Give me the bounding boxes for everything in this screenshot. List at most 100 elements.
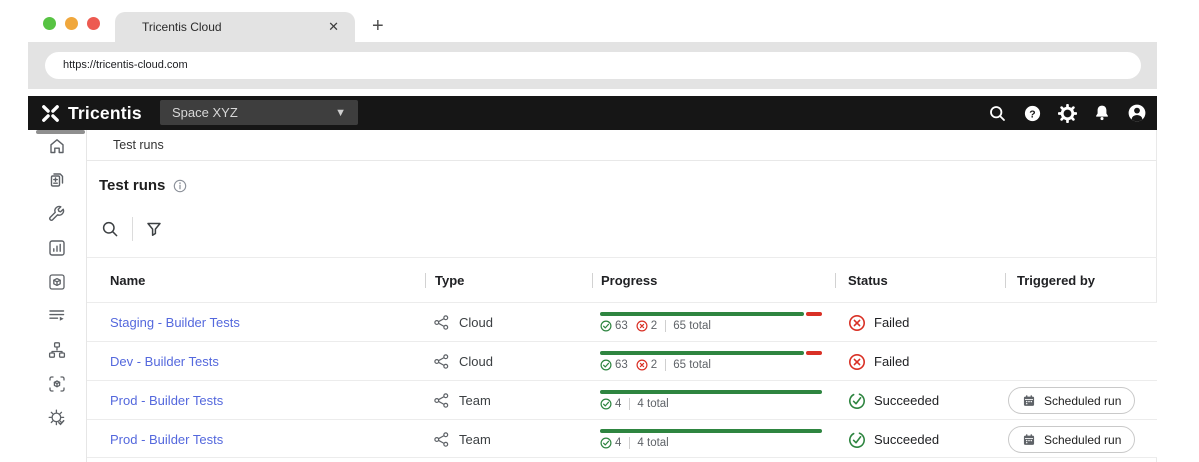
package-icon[interactable]	[47, 272, 67, 292]
object-scan-icon[interactable]	[47, 374, 67, 394]
status-cell: Succeeded	[848, 381, 939, 420]
app-bar: Tricentis Space XYZ ▼ ?	[28, 96, 1157, 130]
progress-bar	[600, 351, 822, 355]
status-label: Failed	[874, 354, 910, 369]
progress-cell: 4 4 total	[600, 390, 822, 410]
table-row: Staging - Builder Tests Cloud 63 2	[87, 302, 1157, 341]
status-cell: Failed	[848, 303, 909, 342]
app-bar-actions: ?	[988, 96, 1147, 130]
tab-title: Tricentis Cloud	[142, 20, 222, 34]
passed-count: 63	[615, 320, 628, 332]
progress-bar	[600, 429, 822, 433]
gear-check-icon[interactable]	[47, 408, 67, 428]
new-tab-button[interactable]: +	[372, 15, 384, 37]
progress-bar	[600, 312, 822, 316]
brand[interactable]: Tricentis	[40, 96, 142, 130]
succeeded-status-icon	[849, 392, 865, 409]
hierarchy-icon[interactable]	[47, 340, 67, 360]
share-network-icon	[434, 315, 449, 330]
column-divider	[592, 273, 593, 288]
run-name-link[interactable]: Staging - Builder Tests	[110, 315, 240, 330]
filter-icon[interactable]	[145, 220, 163, 238]
tricentis-logo-icon	[40, 103, 61, 124]
space-selector[interactable]: Space XYZ ▼	[160, 100, 358, 125]
help-icon[interactable]: ?	[1023, 104, 1042, 123]
progress-counts: 63 2 65 total	[600, 359, 822, 371]
passed-count: 4	[615, 398, 622, 410]
progress-cell: 63 2 65 total	[600, 312, 822, 332]
x-circle-icon	[636, 320, 648, 332]
scheduled-run-label: Scheduled run	[1044, 432, 1122, 447]
counts-divider	[665, 320, 667, 332]
progress-cell: 63 2 65 total	[600, 351, 822, 371]
documents-icon[interactable]	[47, 170, 67, 190]
progress-bar	[600, 390, 822, 394]
run-type-cell: Cloud	[433, 342, 493, 381]
share-network-icon	[434, 354, 449, 369]
column-divider	[425, 273, 426, 288]
passed-count: 4	[615, 437, 622, 449]
failed-count: 2	[650, 359, 658, 371]
run-name-cell: Prod - Builder Tests	[110, 381, 223, 420]
table-actions	[101, 217, 163, 241]
run-name-link[interactable]: Dev - Builder Tests	[110, 354, 219, 369]
svg-text:?: ?	[1029, 109, 1035, 120]
run-type-cell: Team	[433, 420, 491, 459]
scheduled-run-chip[interactable]: Scheduled run	[1008, 426, 1136, 453]
table-header: Name Type Progress Status Triggered by	[87, 257, 1157, 302]
column-divider	[835, 273, 836, 288]
address-bar[interactable]: https://tricentis-cloud.com	[45, 52, 1141, 79]
triggered-by-cell: Scheduled run	[1008, 426, 1136, 453]
page-title-row: Test runs	[99, 177, 187, 194]
failed-status-icon	[849, 353, 865, 370]
status-cell: Succeeded	[848, 420, 939, 459]
table-row: Prod - Builder Tests Team 4 4 total	[87, 380, 1157, 419]
scheduled-run-chip[interactable]: Scheduled run	[1008, 387, 1136, 414]
progress-bar-passed	[600, 351, 804, 355]
wrench-icon[interactable]	[47, 204, 67, 224]
share-network-icon	[434, 393, 449, 408]
test-runs-icon[interactable]	[47, 306, 67, 326]
failed-count: 2	[650, 320, 658, 332]
status-label: Succeeded	[874, 393, 940, 408]
close-tab-icon[interactable]: ✕	[328, 19, 339, 34]
calendar-icon	[1023, 394, 1035, 406]
brand-name: Tricentis	[68, 102, 142, 123]
search-icon[interactable]	[101, 220, 120, 239]
column-header-triggered: Triggered by	[1017, 273, 1096, 288]
run-type-cell: Cloud	[433, 303, 493, 342]
run-type-label: Team	[459, 432, 491, 447]
progress-bar-passed	[600, 429, 822, 433]
account-icon[interactable]	[1127, 103, 1147, 123]
status-label: Succeeded	[874, 432, 940, 447]
home-icon[interactable]	[47, 136, 67, 156]
total-count: 4 total	[637, 437, 669, 449]
calendar-icon	[1023, 433, 1035, 445]
info-icon[interactable]	[173, 179, 187, 193]
column-header-progress: Progress	[601, 273, 658, 288]
column-header-type: Type	[435, 273, 465, 288]
search-icon[interactable]	[988, 104, 1007, 123]
column-header-name: Name	[110, 273, 146, 288]
column-header-status: Status	[848, 273, 888, 288]
total-count: 65 total	[673, 359, 711, 371]
sidebar	[28, 130, 87, 462]
table-bottom-border	[87, 457, 1157, 458]
bar-chart-icon[interactable]	[47, 238, 67, 258]
traffic-light-yellow[interactable]	[65, 17, 78, 30]
browser-tab[interactable]: Tricentis Cloud ✕	[115, 12, 355, 42]
run-name-link[interactable]: Prod - Builder Tests	[110, 393, 224, 408]
check-circle-icon	[600, 320, 612, 332]
run-name-link[interactable]: Prod - Builder Tests	[110, 432, 224, 447]
run-name-cell: Prod - Builder Tests	[110, 420, 223, 459]
notifications-icon[interactable]	[1093, 104, 1111, 122]
traffic-light-red[interactable]	[87, 17, 100, 30]
check-circle-icon	[600, 437, 612, 449]
triggered-by-cell: Scheduled run	[1008, 387, 1136, 414]
traffic-light-green[interactable]	[43, 17, 56, 30]
settings-icon[interactable]	[1058, 103, 1077, 123]
run-type-cell: Team	[433, 381, 491, 420]
browser-toolbar: https://tricentis-cloud.com	[28, 42, 1157, 89]
status-label: Failed	[874, 315, 910, 330]
